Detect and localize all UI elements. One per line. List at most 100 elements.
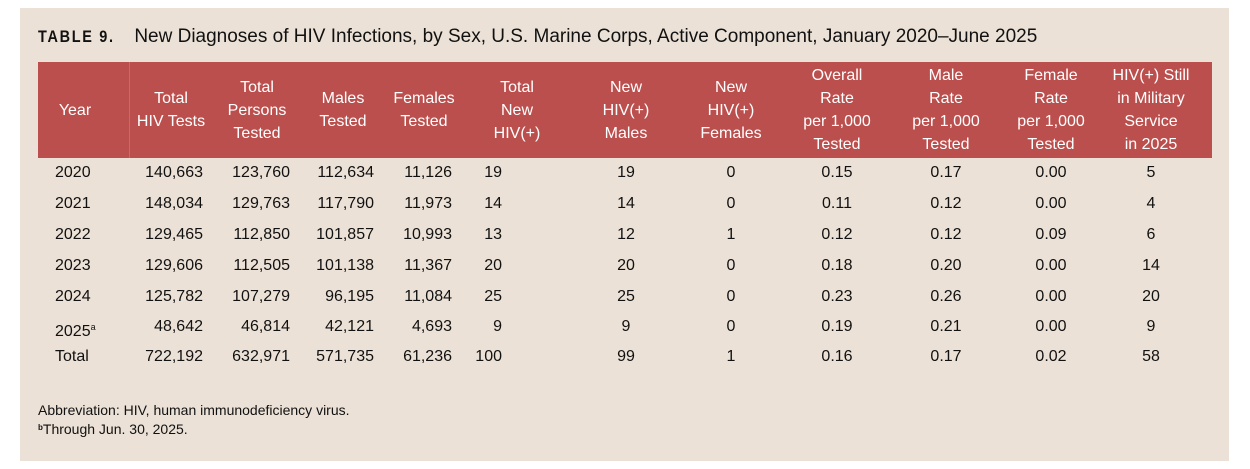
table-cell: 0 bbox=[726, 288, 736, 305]
table-cell: 1 bbox=[726, 226, 736, 243]
year-cell: 2020 bbox=[55, 163, 91, 183]
table-cell: 100 bbox=[475, 348, 502, 365]
column-header: Males Tested bbox=[319, 90, 367, 130]
table-cell: 0 bbox=[726, 164, 736, 181]
column-header: HIV(+) Still in Military Service in 2025 bbox=[1112, 67, 1190, 153]
year-cell: 2021 bbox=[55, 194, 91, 214]
table-cell: 148,034 bbox=[145, 195, 203, 212]
header-divider bbox=[129, 62, 130, 158]
table-cell: 0.12 bbox=[930, 195, 962, 212]
table-label: TABLE 9. bbox=[38, 27, 115, 46]
column-header: Females Tested bbox=[393, 90, 455, 130]
table-cell: 123,760 bbox=[232, 164, 290, 181]
table-cell: 10,993 bbox=[403, 226, 452, 243]
year-value: 2020 bbox=[55, 164, 91, 181]
table-cell: 0.16 bbox=[821, 348, 853, 365]
table-cell: 129,606 bbox=[145, 257, 203, 274]
table-cell: 722,192 bbox=[145, 348, 203, 365]
table-cell: 19 bbox=[484, 164, 502, 181]
table-cell: 46,814 bbox=[241, 318, 290, 335]
table-cell: 61,236 bbox=[403, 348, 452, 365]
year-value: 2024 bbox=[55, 288, 91, 305]
table-cell: 0 bbox=[726, 195, 736, 212]
table-cell: 129,763 bbox=[232, 195, 290, 212]
year-value: 2025 bbox=[55, 323, 91, 340]
table-cell: 25 bbox=[484, 288, 502, 305]
table-cell: 99 bbox=[617, 348, 635, 365]
column-header: Total HIV Tests bbox=[136, 90, 206, 130]
table-title-text: New Diagnoses of HIV Infections, by Sex,… bbox=[134, 26, 1038, 47]
table-cell: 42,121 bbox=[325, 318, 374, 335]
column-header: Total Persons Tested bbox=[227, 78, 287, 142]
table-cell: 0.00 bbox=[1035, 164, 1067, 181]
table-cell: 14 bbox=[1142, 257, 1160, 274]
table-cell: 0.23 bbox=[821, 288, 853, 305]
column-header: Female Rate per 1,000 Tested bbox=[1017, 67, 1085, 153]
table-cell: 96,195 bbox=[325, 288, 374, 305]
table-cell: 11,367 bbox=[404, 257, 452, 274]
table-cell: 140,663 bbox=[145, 164, 203, 181]
table-cell: 0.09 bbox=[1035, 226, 1067, 243]
abbreviation-note: Abbreviation: HIV, human immunodeficienc… bbox=[38, 402, 350, 418]
footnote-text: Through Jun. 30, 2025. bbox=[42, 421, 188, 437]
table-cell: 0.19 bbox=[821, 318, 853, 335]
column-header: New HIV(+) Females bbox=[700, 78, 762, 142]
footnote: bThrough Jun. 30, 2025. bbox=[38, 419, 188, 438]
table-cell: 632,971 bbox=[232, 348, 290, 365]
table-cell: 0.17 bbox=[930, 164, 962, 181]
table-cell: 6 bbox=[1146, 226, 1156, 243]
table-cell: 571,735 bbox=[316, 348, 374, 365]
table-cell: 19 bbox=[617, 164, 635, 181]
table-cell: 0.00 bbox=[1035, 318, 1067, 335]
table-cell: 0.00 bbox=[1035, 288, 1067, 305]
year-value: 2021 bbox=[55, 195, 91, 212]
table-cell: 13 bbox=[484, 226, 502, 243]
table-cell: 4 bbox=[1146, 195, 1156, 212]
table-cell: 25 bbox=[617, 288, 635, 305]
column-header: Total New HIV(+) bbox=[493, 78, 541, 142]
table-cell: 101,857 bbox=[316, 226, 374, 243]
table-cell: 112,505 bbox=[233, 257, 290, 274]
table-cell: 11,084 bbox=[404, 288, 452, 305]
table-cell: 4,693 bbox=[411, 318, 452, 335]
table-cell: 9 bbox=[493, 318, 502, 335]
table-cell: 20 bbox=[484, 257, 502, 274]
year-cell: 2024 bbox=[55, 287, 91, 307]
table-cell: 0.02 bbox=[1035, 348, 1067, 365]
table-cell: 0 bbox=[726, 318, 736, 335]
table-cell: 14 bbox=[617, 195, 635, 212]
table-cell: 14 bbox=[484, 195, 502, 212]
year-cell: 2023 bbox=[55, 256, 91, 276]
table-cell: 112,850 bbox=[233, 226, 290, 243]
column-header: Year bbox=[58, 101, 92, 119]
table-cell: 0.00 bbox=[1035, 195, 1067, 212]
footnote-marker: b bbox=[38, 423, 43, 432]
column-header: New HIV(+) Males bbox=[602, 78, 650, 142]
year-value: 2023 bbox=[55, 257, 91, 274]
year-value: Total bbox=[55, 348, 89, 365]
year-value: 2022 bbox=[55, 226, 91, 243]
table-cell: 107,279 bbox=[232, 288, 290, 305]
table-cell: 1 bbox=[726, 348, 736, 365]
table-cell: 0.21 bbox=[930, 318, 962, 335]
year-cell: 2022 bbox=[55, 225, 91, 245]
table-cell: 129,465 bbox=[145, 226, 203, 243]
table-cell: 101,138 bbox=[316, 257, 374, 274]
table-cell: 48,642 bbox=[154, 318, 203, 335]
table-cell: 58 bbox=[1142, 348, 1160, 365]
footnote-marker: a bbox=[90, 322, 96, 332]
table-title: TABLE 9. New Diagnoses of HIV Infections,… bbox=[38, 26, 1037, 48]
table-cell: 0.17 bbox=[930, 348, 962, 365]
table-cell: 9 bbox=[1146, 318, 1156, 335]
column-header: Overall Rate per 1,000 Tested bbox=[803, 67, 871, 153]
table-cell: 0.12 bbox=[930, 226, 962, 243]
year-cell: 2025a bbox=[55, 317, 96, 342]
table-cell: 0.00 bbox=[1035, 257, 1067, 274]
table-cell: 0.15 bbox=[821, 164, 853, 181]
year-cell: Total bbox=[55, 347, 89, 367]
table-cell: 0.26 bbox=[930, 288, 962, 305]
table-cell: 0.11 bbox=[822, 195, 852, 212]
table-cell: 0.18 bbox=[821, 257, 853, 274]
table-cell: 112,634 bbox=[317, 164, 374, 181]
table-cell: 20 bbox=[617, 257, 635, 274]
